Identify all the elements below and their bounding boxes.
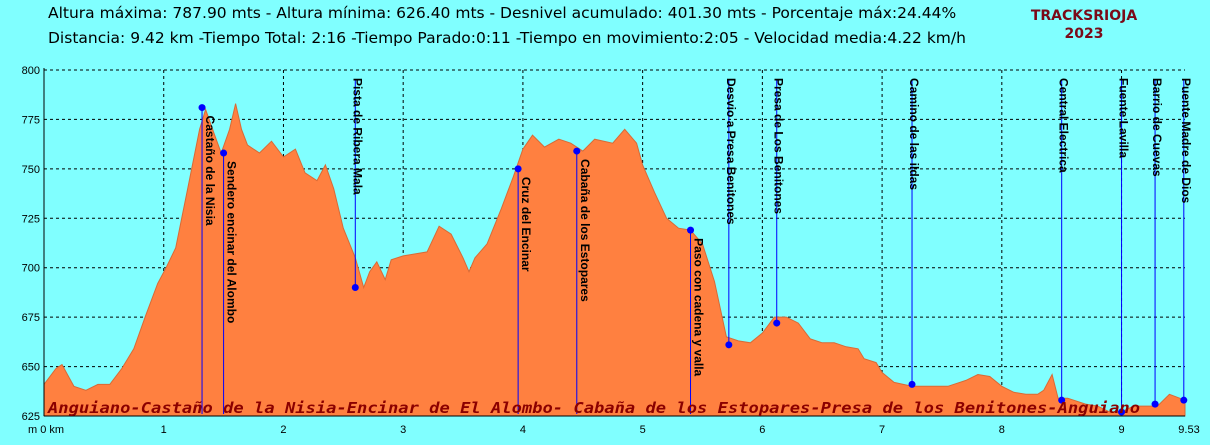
x-tick-label-8: 8 [999, 424, 1005, 436]
waypoint-2: Pista de Ribera Mala [350, 78, 364, 291]
brand-year: 2023 [1064, 26, 1104, 42]
y-tick-label-725: 725 [22, 213, 40, 225]
waypoint-label: Fuente Lavilla [1117, 78, 1131, 158]
waypoint-3: Cruz del Encinar [514, 165, 533, 414]
axes: 625 650 675 700 725 750 775 800 m 0 km 1 2 3 4 5 6 7 8 9 9… [22, 65, 1200, 436]
waypoint-dot [1118, 408, 1126, 416]
waypoint-label: Castaño de la Nisia [203, 116, 217, 226]
waypoint-dot [351, 283, 359, 291]
brand-logo: TRACKSRIOJA 2023 [1019, 7, 1149, 43]
waypoint-label: Central Electrica [1057, 78, 1071, 173]
waypoint-label: Camino de las ildas [907, 78, 921, 190]
waypoint-label: Cruz del Encinar [519, 177, 533, 272]
waypoint-10: Fuente Lavilla [1117, 78, 1131, 416]
waypoint-8: Camino de las ildas [907, 78, 921, 388]
x-tick-label-6: 6 [759, 424, 765, 436]
waypoint-dot [725, 341, 733, 349]
waypoint-11: Barrio de Cuevas [1150, 78, 1164, 408]
waypoint-dot [1151, 400, 1159, 408]
x-tick-label-9: 9 [1118, 424, 1124, 436]
waypoint-9: Central Electrica [1057, 78, 1071, 404]
waypoint-dot [687, 226, 695, 234]
x-unit-label: m 0 km [28, 424, 64, 436]
waypoint-label: Barrio de Cuevas [1150, 78, 1164, 177]
waypoint-label: Puente Madre de Dios [1179, 78, 1193, 204]
waypoint-dot [1058, 396, 1066, 404]
x-tick-label-1: 1 [161, 424, 167, 436]
x-tick-label-2: 2 [280, 424, 286, 436]
waypoint-dot [908, 380, 916, 388]
waypoint-dot [514, 165, 522, 173]
waypoint-12: Puente Madre de Dios [1179, 78, 1193, 404]
waypoint-4: Cabaña de los Estopares [573, 147, 592, 414]
y-tick-label-750: 750 [22, 164, 40, 176]
y-tick-label-625: 625 [22, 411, 40, 423]
x-tick-label-3: 3 [400, 424, 406, 436]
waypoint-1: Sendero encinar del Alombo [220, 149, 239, 414]
waypoint-6: Desvio a Presa Benitones [724, 78, 738, 349]
waypoint-dot [220, 149, 228, 157]
x-end-label: 9.53 [1178, 424, 1199, 436]
waypoint-5: Paso con cadena y valla [687, 226, 706, 414]
waypoint-dot [198, 104, 206, 112]
x-tick-label-4: 4 [520, 424, 526, 436]
y-tick-label-675: 675 [22, 312, 40, 324]
waypoint-dot [1180, 396, 1188, 404]
waypoint-label: Cabaña de los Estopares [578, 159, 592, 302]
y-tick-label-650: 650 [22, 362, 40, 374]
elevation-fill [43, 103, 1186, 417]
waypoint-label: Desvio a Presa Benitones [724, 78, 738, 225]
waypoint-label: Paso con cadena y valla [692, 238, 706, 376]
x-tick-label-7: 7 [879, 424, 885, 436]
y-tick-label-800: 800 [22, 65, 40, 77]
stats-line-2: Distancia: 9.42 km -Tiempo Total: 2:16 -… [48, 29, 966, 47]
waypoints: Castaño de la Nisia Sendero encinar del A… [198, 78, 1193, 416]
waypoint-dot [773, 319, 781, 327]
x-tick-label-5: 5 [640, 424, 646, 436]
y-tick-label-700: 700 [22, 263, 40, 275]
route-title: Anguiano-Castaño de la Nisia-Encinar de … [47, 399, 1140, 417]
brand-name: TRACKSRIOJA [1030, 8, 1138, 24]
waypoint-dot [573, 147, 581, 155]
waypoint-0: Castaño de la Nisia [198, 104, 217, 414]
waypoint-label: Presa de Los Benitones [772, 78, 786, 214]
stats-line-1: Altura máxima: 787.90 mts - Altura mínim… [48, 4, 957, 22]
waypoint-label: Sendero encinar del Alombo [225, 161, 239, 323]
waypoint-label: Pista de Ribera Mala [350, 78, 364, 195]
waypoint-7: Presa de Los Benitones [772, 78, 786, 327]
elevation-area [43, 103, 1186, 417]
y-tick-label-775: 775 [22, 114, 40, 126]
